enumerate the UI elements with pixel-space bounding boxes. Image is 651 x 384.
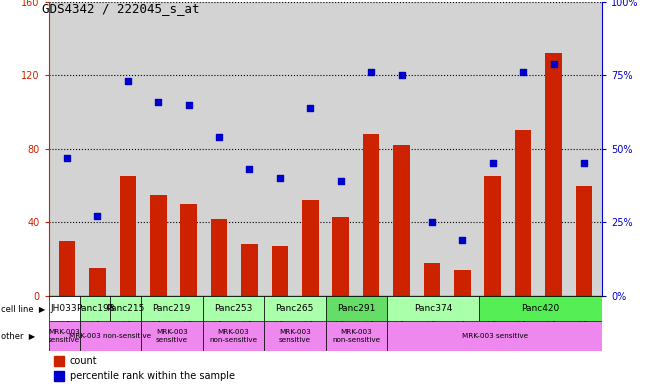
Bar xyxy=(424,263,440,296)
Text: MRK-003
sensitive: MRK-003 sensitive xyxy=(48,329,80,343)
Text: MRK-003
sensitive: MRK-003 sensitive xyxy=(279,329,311,343)
Bar xyxy=(326,296,387,321)
Point xyxy=(396,72,407,78)
Point xyxy=(184,102,194,108)
Point xyxy=(518,70,529,76)
Bar xyxy=(241,244,258,296)
Text: cell line  ▶: cell line ▶ xyxy=(1,304,45,313)
Point xyxy=(92,213,103,219)
Bar xyxy=(54,371,64,381)
Text: Panc374: Panc374 xyxy=(414,304,452,313)
Bar xyxy=(264,296,326,321)
Bar xyxy=(202,296,264,321)
Text: Panc265: Panc265 xyxy=(275,304,314,313)
Bar xyxy=(363,134,380,296)
Bar xyxy=(202,321,264,351)
Bar xyxy=(180,204,197,296)
Text: MRK-003
non-sensitive: MRK-003 non-sensitive xyxy=(209,329,257,343)
Bar xyxy=(387,296,479,321)
Text: other  ▶: other ▶ xyxy=(1,331,35,341)
Bar xyxy=(515,131,531,296)
Point xyxy=(548,61,559,67)
Point xyxy=(335,178,346,184)
Bar xyxy=(211,218,227,296)
Point xyxy=(305,104,316,111)
Bar xyxy=(54,356,64,366)
Point xyxy=(579,161,589,167)
Text: Panc219: Panc219 xyxy=(152,304,191,313)
Bar xyxy=(79,321,141,351)
Text: Panc215: Panc215 xyxy=(107,304,145,313)
Point xyxy=(426,219,437,225)
Bar xyxy=(271,246,288,296)
Text: MRK-003 non-sensitive: MRK-003 non-sensitive xyxy=(69,333,152,339)
Point xyxy=(214,134,225,140)
Bar xyxy=(333,217,349,296)
Bar xyxy=(150,195,167,296)
Bar xyxy=(387,321,602,351)
Text: JH033: JH033 xyxy=(51,304,77,313)
Text: MRK-003
sensitive: MRK-003 sensitive xyxy=(156,329,188,343)
Bar xyxy=(110,296,141,321)
Text: percentile rank within the sample: percentile rank within the sample xyxy=(70,371,235,381)
Text: Panc198: Panc198 xyxy=(76,304,114,313)
Bar xyxy=(264,321,326,351)
Bar xyxy=(454,270,471,296)
Point xyxy=(244,166,255,172)
Bar xyxy=(326,321,387,351)
Point xyxy=(275,175,285,181)
Bar xyxy=(302,200,318,296)
Bar xyxy=(545,53,562,296)
Point xyxy=(122,78,133,84)
Text: MRK-003 sensitive: MRK-003 sensitive xyxy=(462,333,528,339)
Bar xyxy=(79,296,110,321)
Point xyxy=(488,161,498,167)
Bar xyxy=(59,241,76,296)
Bar xyxy=(575,185,592,296)
Text: MRK-003
non-sensitive: MRK-003 non-sensitive xyxy=(332,329,380,343)
Bar xyxy=(89,268,106,296)
Bar xyxy=(393,145,410,296)
Text: Panc253: Panc253 xyxy=(214,304,253,313)
Point xyxy=(457,237,467,243)
Text: GDS4342 / 222045_s_at: GDS4342 / 222045_s_at xyxy=(42,2,200,15)
Bar xyxy=(49,296,79,321)
Text: Panc420: Panc420 xyxy=(521,304,560,313)
Text: count: count xyxy=(70,356,98,366)
Bar xyxy=(120,176,136,296)
Point xyxy=(62,154,72,161)
Bar xyxy=(49,321,79,351)
Bar xyxy=(141,321,202,351)
Bar xyxy=(141,296,202,321)
Bar xyxy=(484,176,501,296)
Point xyxy=(366,70,376,76)
Text: Panc291: Panc291 xyxy=(337,304,376,313)
Point xyxy=(153,99,163,105)
Bar xyxy=(479,296,602,321)
